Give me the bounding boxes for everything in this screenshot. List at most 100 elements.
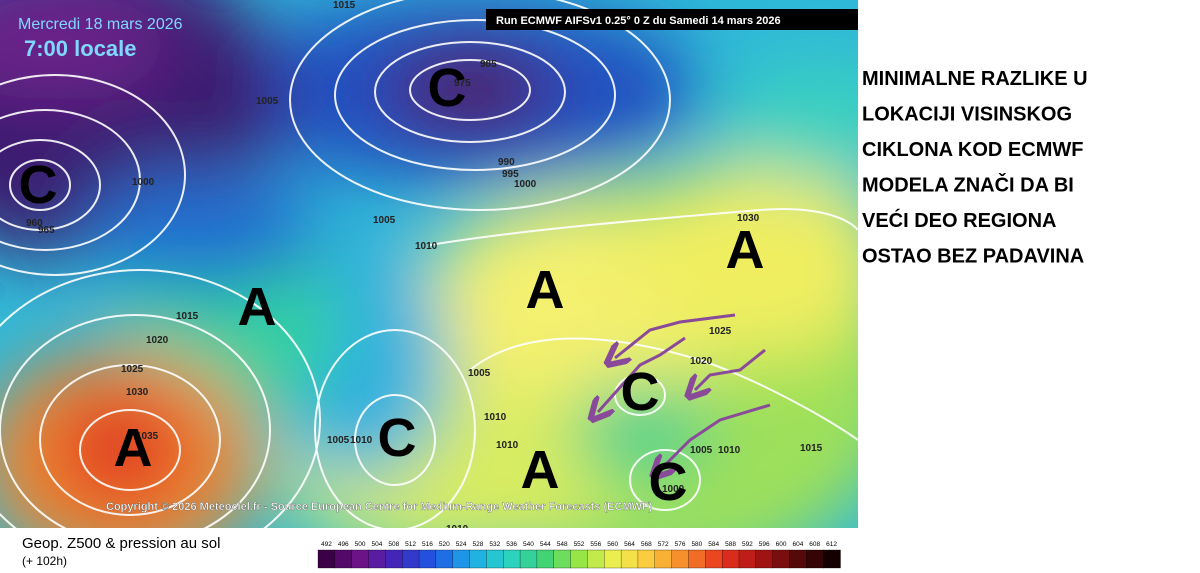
isobar-label: 1035 [136, 431, 159, 442]
colorbar-label: 536 [506, 541, 517, 548]
colorbar: 492 496 500 504 508 512 516 520 524 528 532 536 540 5… [317, 541, 841, 569]
colorbar-label: 492 [321, 541, 332, 548]
colorbar-label: 500 [355, 541, 366, 548]
colorbar-cell [368, 549, 387, 569]
colorbar-cell [789, 549, 807, 569]
isobar-label: 990 [498, 157, 515, 168]
isobar-label: 1005 [373, 215, 396, 226]
isobar-label: 960 [26, 218, 43, 229]
colorbar-cell [772, 549, 791, 569]
isobar-label: 1010 [718, 445, 741, 456]
isobar-label: 1000 [662, 484, 685, 495]
colorbar-label: 532 [489, 541, 500, 548]
colorbar-label: 560 [607, 541, 618, 548]
colorbar-label: 512 [405, 541, 416, 548]
annotation-line: MODELA ZNAČI DA BI [862, 173, 1074, 197]
isobar-label: 1030 [126, 387, 149, 398]
isobar-label: 1010 [496, 440, 519, 451]
isobar-label: 1020 [146, 335, 169, 346]
isobar-label: 1010 [446, 524, 469, 535]
colorbar-label: 508 [388, 541, 399, 548]
isobar-label: 1005 [690, 445, 713, 456]
colorbar-label: 516 [422, 541, 433, 548]
colorbar-cell [317, 549, 336, 569]
isobar-label: 1015 [333, 0, 356, 11]
pressure-center: C [19, 155, 58, 215]
colorbar-label: 572 [658, 541, 669, 548]
colorbar-cell [452, 549, 471, 569]
pressure-center: A [521, 440, 560, 500]
isobar-label: 1015 [800, 443, 823, 454]
isobar-label: 1025 [709, 326, 732, 337]
colorbar-cell [536, 549, 555, 569]
colorbar-label: 564 [624, 541, 635, 548]
isobar-label: 1005 [327, 435, 350, 446]
isobar-label: 1000 [132, 177, 155, 188]
colorbar-label: 592 [742, 541, 753, 548]
colorbar-label: 600 [776, 541, 787, 548]
colorbar-cell [705, 549, 723, 569]
annotation: MINIMALNE RAZLIKE U LOKACIJI VISINSKOG CIK… [862, 68, 1088, 268]
isobar-label: 1010 [484, 412, 507, 423]
isobar-label: 1000 [514, 179, 537, 190]
colorbar-label: 608 [809, 541, 820, 548]
colorbar-cell [671, 549, 690, 569]
pressure-center: C [378, 408, 417, 468]
colorbar-cell [806, 549, 824, 569]
colorbar-cell [755, 549, 774, 569]
colorbar-label: 580 [691, 541, 702, 548]
colorbar-label: 612 [826, 541, 837, 548]
run-info: Run ECMWF AIFSv1 0.25° 0 Z du Samedi 14 … [496, 15, 781, 27]
colorbar-cell [334, 549, 353, 569]
annotation-line: MINIMALNE RAZLIKE U [862, 68, 1088, 90]
colorbar-label: 552 [574, 541, 585, 548]
isobar-label: 1025 [121, 364, 144, 375]
colorbar-cell [486, 549, 504, 569]
colorbar-cell [402, 549, 420, 569]
annotation-line: VEĆI DEO REGIONA [862, 208, 1056, 232]
isobar-label: 1010 [415, 241, 438, 252]
colorbar-label: 568 [641, 541, 652, 548]
pressure-center: C [649, 452, 688, 512]
colorbar-cell [385, 549, 403, 569]
colorbar-cell [519, 549, 538, 569]
colorbar-cell [620, 549, 639, 569]
isobar-label: 1010 [350, 435, 373, 446]
colorbar-label: 504 [372, 541, 383, 548]
pressure-center: A [238, 277, 277, 337]
isobar-label: 985 [480, 59, 497, 70]
colorbar-cell [738, 549, 757, 569]
colorbar-label: 520 [439, 541, 450, 548]
colorbar-label: 588 [725, 541, 736, 548]
colorbar-label: 556 [590, 541, 601, 548]
colorbar-cell [570, 549, 589, 569]
colorbar-cell [688, 549, 706, 569]
colorbar-cell [637, 549, 656, 569]
annotation-line: LOKACIJI VISINSKOG [862, 104, 1072, 126]
annotation-line: OSTAO BEZ PADAVINA [862, 246, 1084, 268]
colorbar-label: 584 [708, 541, 719, 548]
legend-title: Geop. Z500 & pression au sol [22, 535, 220, 552]
pressure-center: A [526, 260, 565, 320]
isobar-label: 1015 [176, 311, 199, 322]
colorbar-label: 604 [792, 541, 803, 548]
colorbar-label: 576 [675, 541, 686, 548]
colorbar-cell [553, 549, 572, 569]
time: 7:00 locale [24, 36, 137, 61]
colorbar-cell [435, 549, 454, 569]
colorbar-label: 524 [456, 541, 467, 548]
isobar-label: 995 [502, 169, 519, 180]
colorbar-label: 540 [523, 541, 534, 548]
isobar-label: 1005 [468, 368, 491, 379]
colorbar-cell [654, 549, 673, 569]
pressure-center: C [621, 362, 660, 422]
colorbar-cell [418, 549, 437, 569]
colorbar-cell [823, 549, 841, 569]
colorbar-label: 596 [759, 541, 770, 548]
isobar-label: 975 [454, 78, 471, 89]
colorbar-cell [587, 549, 605, 569]
colorbar-label: 544 [540, 541, 551, 548]
colorbar-cell [469, 549, 488, 569]
